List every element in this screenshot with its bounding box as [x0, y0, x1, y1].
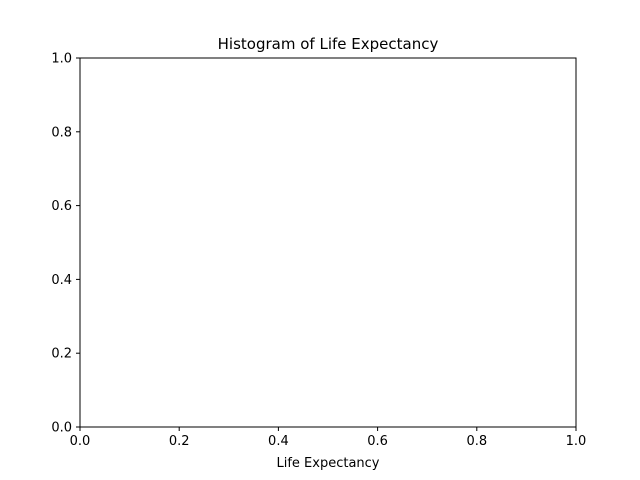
x-tick-label: 1.0 [566, 434, 587, 449]
axes-background [80, 58, 576, 427]
y-tick-label: 0.6 [51, 199, 72, 214]
x-tick-label: 0.4 [268, 434, 289, 449]
y-tick-label: 0.2 [51, 347, 72, 362]
plot-area [79, 57, 577, 428]
x-axis-ticks: 0.0 0.2 0.4 0.6 0.8 1.0 [70, 427, 587, 449]
axes-frame [79, 57, 577, 428]
y-axis-ticks: 0.0 0.2 0.4 0.6 0.8 1.0 [51, 52, 80, 436]
y-tick-label: 1.0 [51, 52, 72, 67]
y-tick-label: 0.8 [51, 125, 72, 140]
x-tick-label: 0.6 [367, 434, 388, 449]
y-tick-label: 0.4 [51, 273, 72, 288]
y-tick-label: 0.0 [51, 421, 72, 436]
x-tick-label: 0.0 [70, 434, 91, 449]
x-tick-label: 0.8 [466, 434, 487, 449]
x-tick-label: 0.2 [169, 434, 190, 449]
x-axis-label: Life Expectancy [276, 456, 379, 471]
chart-title: Histogram of Life Expectancy [218, 35, 439, 53]
